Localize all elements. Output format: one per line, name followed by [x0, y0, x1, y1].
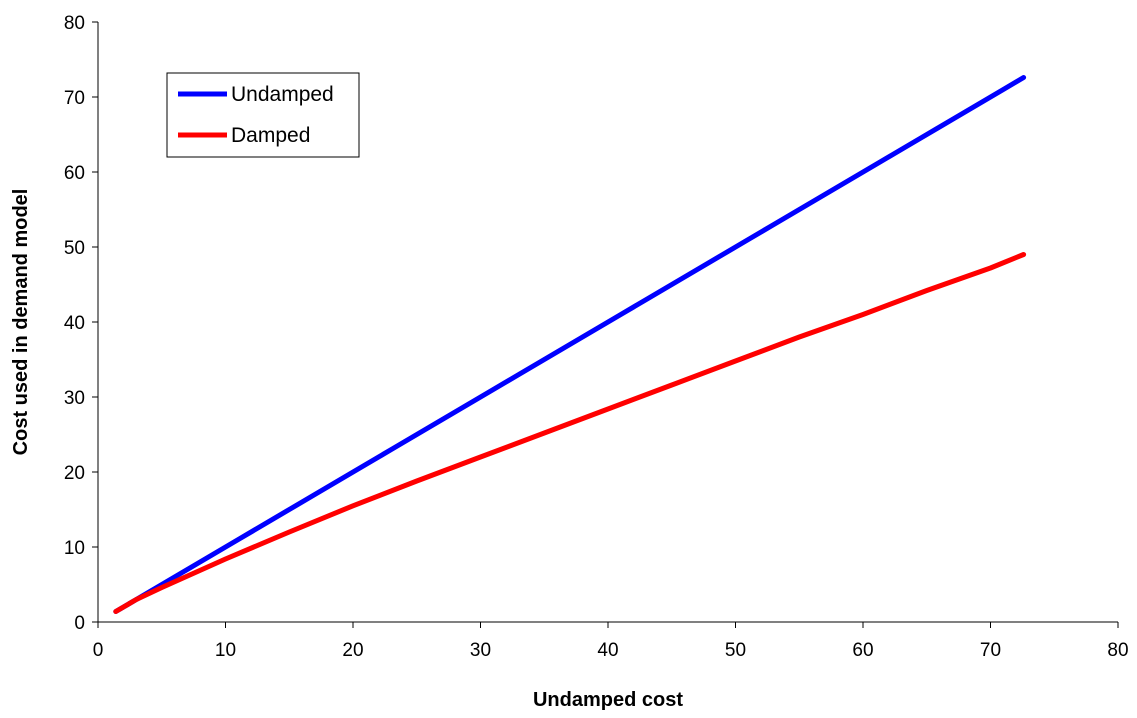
y-tick-label: 70	[64, 88, 85, 109]
y-tick-label: 50	[64, 238, 85, 259]
x-tick-label: 0	[93, 640, 104, 661]
y-tick-label: 20	[64, 463, 85, 484]
y-axis: 0 10 20 30 40 50 60 70 80	[64, 13, 99, 634]
y-tick-label: 60	[64, 163, 85, 184]
y-axis-title: Cost used in demand model	[10, 189, 32, 456]
y-tick-label: 40	[64, 313, 85, 334]
x-axis-title: Undamped cost	[533, 689, 683, 711]
y-tick-label: 30	[64, 388, 85, 409]
y-tick-label: 80	[64, 13, 85, 34]
x-tick-label: 10	[215, 640, 236, 661]
legend-box	[166, 72, 360, 158]
x-tick-label: 40	[597, 640, 618, 661]
series-line-damped	[113, 252, 1027, 614]
x-tick-label: 70	[980, 640, 1001, 661]
series-line-undamped	[113, 75, 1027, 614]
legend-label-undamped: Undamped	[231, 83, 334, 106]
x-tick-label: 20	[342, 640, 363, 661]
x-tick-label: 30	[470, 640, 491, 661]
x-tick-label: 80	[1107, 640, 1128, 661]
x-tick-label: 60	[852, 640, 873, 661]
x-axis: 0 10 20 30 40 50 60 70 80	[93, 621, 1129, 661]
y-tick-label: 10	[64, 538, 85, 559]
x-tick-label: 50	[725, 640, 746, 661]
legend-label-damped: Damped	[231, 124, 310, 147]
series-layer	[113, 75, 1027, 614]
legend: Undamped Damped	[166, 72, 360, 158]
y-tick-label: 0	[74, 613, 85, 634]
